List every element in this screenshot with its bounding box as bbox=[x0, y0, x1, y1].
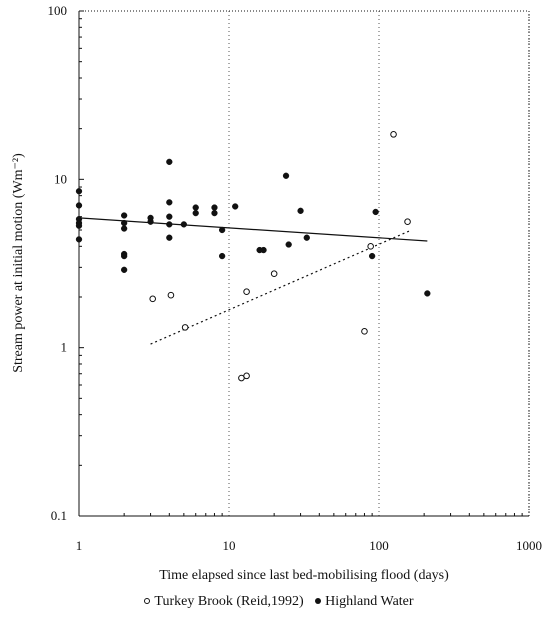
legend-label-turkey-brook: Turkey Brook (Reid,1992) bbox=[154, 594, 304, 609]
highland-water-point bbox=[75, 202, 83, 209]
highland-water-trendline bbox=[78, 217, 428, 242]
highland-water-point bbox=[192, 204, 199, 211]
axis-ticks: 1 10 100 1000 0.1 1 10 100 bbox=[48, 3, 543, 553]
highland-water-point bbox=[303, 234, 310, 241]
highland-water-point bbox=[75, 188, 83, 195]
turkey-brook-point bbox=[149, 295, 157, 303]
highland-water-point bbox=[180, 221, 187, 228]
trend-lines bbox=[78, 217, 428, 345]
highland-water-point bbox=[121, 225, 128, 232]
highland-water-point bbox=[218, 252, 226, 260]
highland-water-point bbox=[282, 172, 290, 179]
highland-water-point bbox=[166, 199, 173, 206]
highland-water-point bbox=[166, 221, 173, 228]
x-tick-label: 1000 bbox=[516, 538, 542, 553]
highland-water-point bbox=[260, 246, 267, 254]
x-tick-label: 1 bbox=[76, 538, 83, 553]
x-tick-label: 10 bbox=[223, 538, 236, 553]
highland-water-point bbox=[166, 158, 173, 166]
highland-water-point bbox=[75, 236, 83, 243]
grid-lines bbox=[228, 11, 530, 516]
highland-water-point bbox=[166, 213, 173, 220]
x-tick-label: 100 bbox=[369, 538, 389, 553]
highland-water-point bbox=[372, 208, 379, 216]
turkey-brook-point bbox=[390, 131, 397, 138]
y-tick-label: 100 bbox=[48, 3, 68, 18]
highland-water-point bbox=[121, 212, 128, 219]
turkey-brook-point bbox=[181, 324, 189, 331]
turkey-brook-point bbox=[243, 372, 250, 380]
y-axis-title: Stream power at initial motion (Wm⁻²) bbox=[11, 153, 26, 373]
turkey-brook-point bbox=[404, 218, 411, 226]
filled-circle-marker-icon bbox=[315, 598, 322, 604]
highland-water-point bbox=[192, 209, 199, 217]
highland-water-point bbox=[166, 234, 173, 241]
y-tick-label: 1 bbox=[61, 340, 68, 355]
open-circle-marker-icon bbox=[144, 598, 151, 604]
highland-water-point bbox=[368, 252, 376, 260]
highland-water-point bbox=[297, 207, 304, 214]
highland-water-point bbox=[121, 219, 128, 227]
legend-label-highland-water: Highland Water bbox=[325, 594, 414, 609]
highland-water-point bbox=[121, 252, 128, 260]
legend: Turkey Brook (Reid,1992) Highland Water bbox=[0, 594, 550, 610]
turkey-brook-point bbox=[367, 243, 374, 250]
turkey-brook-point bbox=[167, 291, 175, 299]
highland-water-point bbox=[232, 203, 239, 210]
turkey-brook-point bbox=[361, 328, 368, 335]
x-axis-title: Time elapsed since last bed-mobilising f… bbox=[159, 568, 449, 583]
highland-water-point bbox=[121, 266, 128, 273]
y-tick-label: 10 bbox=[54, 171, 67, 186]
data-points bbox=[75, 131, 431, 382]
plot-frame bbox=[78, 10, 530, 517]
highland-water-point bbox=[75, 222, 83, 229]
highland-water-point bbox=[424, 290, 431, 297]
highland-water-point bbox=[211, 204, 218, 211]
highland-water-point bbox=[218, 226, 226, 234]
turkey-brook-point bbox=[270, 270, 278, 278]
highland-water-point bbox=[211, 209, 218, 217]
highland-water-point bbox=[147, 218, 154, 225]
y-tick-label: 0.1 bbox=[51, 508, 67, 523]
turkey-brook-point bbox=[243, 288, 250, 296]
highland-water-point bbox=[285, 241, 292, 248]
